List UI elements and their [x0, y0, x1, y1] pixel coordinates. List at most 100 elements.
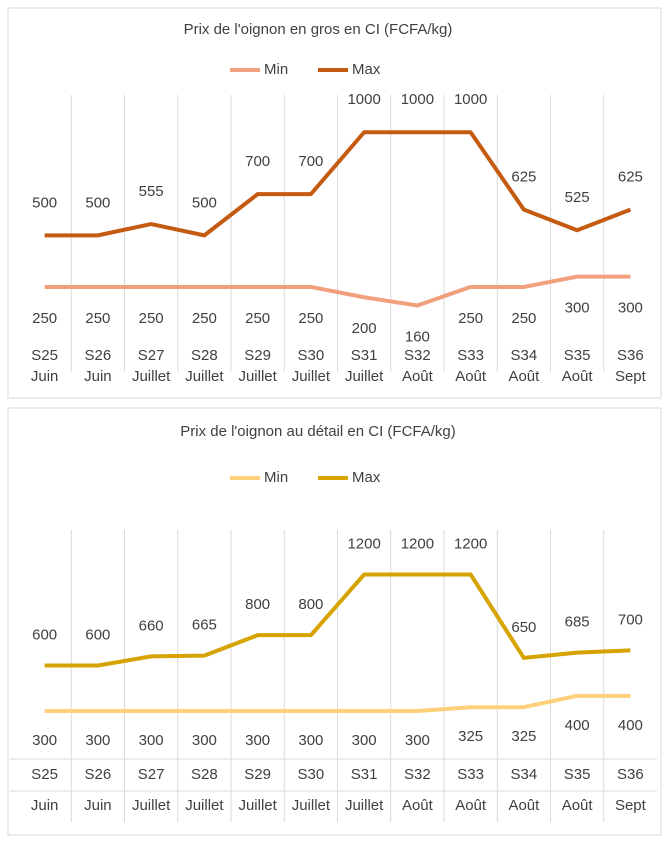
x-tick-label: Août — [402, 797, 434, 814]
data-label: 800 — [298, 596, 323, 613]
x-tick-label: Août — [455, 368, 487, 385]
data-label: 700 — [618, 611, 643, 628]
x-tick-label: S25 — [31, 347, 58, 364]
data-label: 325 — [458, 728, 483, 745]
chart-title: Prix de l'oignon en gros en CI (FCFA/kg) — [184, 21, 453, 38]
data-label: 250 — [85, 310, 110, 327]
data-label: 555 — [139, 183, 164, 200]
x-tick-label: Juillet — [185, 368, 224, 385]
data-label: 250 — [298, 310, 323, 327]
x-tick-label: Août — [562, 368, 594, 385]
x-tick-label: S30 — [298, 766, 325, 783]
data-label: 660 — [139, 617, 164, 634]
data-label: 625 — [511, 169, 536, 186]
x-tick-label: Juillet — [345, 368, 384, 385]
series-line — [44, 572, 631, 668]
legend-label: Min — [264, 469, 288, 486]
data-label: 525 — [565, 189, 590, 206]
x-tick-label: S30 — [298, 347, 325, 364]
x-tick-label: Sept — [615, 797, 647, 814]
data-label: 800 — [245, 596, 270, 613]
x-tick-label: S34 — [511, 347, 538, 364]
series-line — [44, 274, 631, 308]
x-tick-label: Août — [508, 797, 540, 814]
data-label: 600 — [32, 626, 57, 643]
data-label: 325 — [511, 728, 536, 745]
x-tick-label: S31 — [351, 347, 378, 364]
x-tick-label: Juillet — [345, 797, 384, 814]
data-label: 700 — [298, 153, 323, 170]
x-tick-label: S27 — [138, 766, 165, 783]
data-label: 300 — [245, 732, 270, 749]
data-label: 665 — [192, 617, 217, 634]
x-tick-label: Juin — [84, 368, 112, 385]
x-tick-label: Juin — [31, 368, 59, 385]
data-label: 300 — [85, 732, 110, 749]
data-label: 300 — [565, 300, 590, 317]
data-label: 500 — [85, 194, 110, 211]
x-tick-label: Août — [455, 797, 487, 814]
legend-label: Min — [264, 61, 288, 78]
x-tick-label: S31 — [351, 766, 378, 783]
data-label: 1200 — [401, 535, 434, 552]
x-tick-label: S25 — [31, 766, 58, 783]
x-tick-label: S35 — [564, 766, 591, 783]
x-tick-label: Août — [562, 797, 594, 814]
x-tick-label: S33 — [457, 766, 484, 783]
data-label: 300 — [192, 732, 217, 749]
data-label: 1200 — [454, 535, 487, 552]
data-label: 250 — [192, 310, 217, 327]
data-label: 1200 — [347, 535, 380, 552]
x-tick-label: Juillet — [292, 797, 331, 814]
data-label: 300 — [298, 732, 323, 749]
data-label: 160 — [405, 328, 430, 345]
x-tick-label: S32 — [404, 347, 431, 364]
data-label: 300 — [405, 732, 430, 749]
data-label: 1000 — [454, 91, 487, 108]
data-label: 250 — [245, 310, 270, 327]
x-tick-label: S36 — [617, 766, 644, 783]
data-label: 400 — [565, 717, 590, 734]
data-label: 300 — [139, 732, 164, 749]
x-tick-label: S29 — [244, 347, 271, 364]
series-line — [44, 130, 632, 238]
legend-label: Max — [352, 469, 381, 486]
x-tick-label: Juillet — [132, 797, 171, 814]
data-label: 500 — [192, 194, 217, 211]
chart-frame — [7, 7, 662, 399]
data-label: 300 — [618, 300, 643, 317]
x-tick-label: S35 — [564, 347, 591, 364]
x-tick-label: Juillet — [185, 797, 224, 814]
x-tick-label: Août — [402, 368, 434, 385]
data-label: 685 — [565, 614, 590, 631]
data-label: 1000 — [401, 91, 434, 108]
x-tick-label: Août — [508, 368, 540, 385]
data-label: 650 — [511, 619, 536, 636]
data-label: 700 — [245, 153, 270, 170]
x-tick-label: Juillet — [238, 797, 277, 814]
x-tick-label: Juin — [84, 797, 112, 814]
x-tick-label: S26 — [85, 347, 112, 364]
x-tick-label: S33 — [457, 347, 484, 364]
data-label: 200 — [352, 320, 377, 337]
x-tick-label: S28 — [191, 766, 218, 783]
data-label: 250 — [458, 310, 483, 327]
x-tick-label: S32 — [404, 766, 431, 783]
data-label: 250 — [139, 310, 164, 327]
x-tick-label: Juillet — [238, 368, 277, 385]
data-label: 600 — [85, 626, 110, 643]
x-tick-label: Juillet — [132, 368, 171, 385]
x-tick-label: Sept — [615, 368, 647, 385]
legend-label: Max — [352, 61, 381, 78]
x-tick-label: S26 — [85, 766, 112, 783]
series-line — [44, 693, 631, 713]
x-tick-label: S29 — [244, 766, 271, 783]
chart-title: Prix de l'oignon au détail en CI (FCFA/k… — [180, 423, 456, 440]
data-label: 1000 — [347, 91, 380, 108]
x-tick-label: Juin — [31, 797, 59, 814]
x-tick-label: S28 — [191, 347, 218, 364]
data-label: 625 — [618, 169, 643, 186]
data-label: 400 — [618, 717, 643, 734]
data-label: 300 — [32, 732, 57, 749]
data-label: 250 — [511, 310, 536, 327]
